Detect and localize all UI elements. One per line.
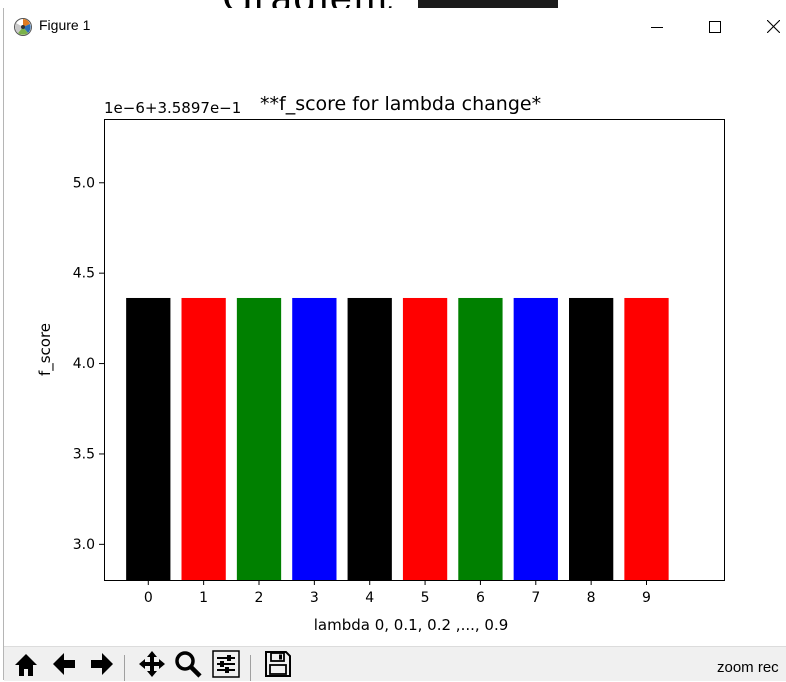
- toolbar-status-message: zoom rec: [717, 659, 779, 676]
- back-arrow-icon: [51, 651, 77, 681]
- bar-3: [292, 297, 337, 580]
- y-ticks: 3.0 3.5 4.0 4.5 5.0: [73, 175, 104, 553]
- background-window-strip: Gradient: [0, 0, 786, 8]
- save-icon: [264, 650, 292, 682]
- background-dark-panel: [418, 0, 558, 8]
- bar-9: [624, 297, 669, 580]
- y-offset-label: 1e−6+3.5897e−1: [104, 99, 241, 117]
- toolbar-separator: [124, 655, 125, 681]
- y-tick-label: 4.0: [73, 356, 95, 372]
- y-axis-label: f_score: [36, 323, 55, 376]
- chart-title: **f_score for lambda change*: [260, 93, 541, 115]
- minimize-icon: [651, 18, 663, 37]
- save-button[interactable]: [262, 651, 294, 681]
- x-tick-label: 9: [642, 590, 651, 606]
- x-tick-label: 0: [144, 590, 153, 606]
- home-button[interactable]: [10, 651, 42, 681]
- axes-frame: [104, 119, 725, 581]
- toolbar-separator: [250, 655, 251, 681]
- title-bar[interactable]: Figure 1: [4, 8, 786, 46]
- close-button[interactable]: [744, 8, 786, 46]
- pan-button[interactable]: [136, 651, 168, 681]
- x-tick-label: 1: [199, 590, 208, 606]
- close-icon: [766, 18, 780, 37]
- bar-8: [569, 297, 614, 580]
- x-axis-label: lambda 0, 0.1, 0.2 ,..., 0.9: [314, 616, 509, 634]
- background-heading: Gradient: [222, 0, 392, 8]
- x-tick-label: 2: [255, 590, 264, 606]
- back-button[interactable]: [48, 651, 80, 681]
- forward-button[interactable]: [86, 651, 118, 681]
- zoom-icon: [174, 650, 202, 682]
- bars-group: [126, 297, 669, 580]
- bar-5: [402, 297, 448, 580]
- bar-4: [347, 297, 392, 580]
- y-tick-label: 3.5: [73, 446, 95, 462]
- x-tick-label: 4: [365, 590, 374, 606]
- pan-icon: [138, 650, 166, 682]
- x-tick-label: 5: [421, 590, 430, 606]
- home-icon: [13, 651, 39, 681]
- bar-chart: 3.0 3.5 4.0 4.5 5.0 0 1 2 3 4 5 6 7 8 9 1e−6+3.5897e−…: [36, 93, 725, 634]
- bar-1: [181, 297, 226, 580]
- x-tick-label: 3: [310, 590, 319, 606]
- forward-arrow-icon: [89, 651, 115, 681]
- bar-0: [126, 297, 171, 580]
- y-tick-label: 4.5: [73, 266, 95, 282]
- y-tick-label: 3.0: [73, 537, 95, 553]
- bar-2: [236, 297, 282, 580]
- figure-canvas[interactable]: 3.0 3.5 4.0 4.5 5.0 0 1 2 3 4 5 6 7 8 9 1e−6+3.5897e−…: [4, 46, 786, 646]
- window-title: Figure 1: [39, 17, 91, 33]
- maximize-icon: [709, 18, 721, 37]
- x-ticks: 0 1 2 3 4 5 6 7 8 9: [144, 580, 651, 606]
- zoom-button[interactable]: [172, 651, 204, 681]
- x-tick-label: 8: [587, 590, 596, 606]
- figure-window: Figure 1 3.0 3.5 4.0 4.5 5.0 0 1 2 3 4 5 6 7 8 9 1e−6…: [3, 8, 786, 681]
- y-tick-label: 5.0: [73, 175, 95, 191]
- subplots-button[interactable]: [210, 650, 242, 682]
- x-tick-label: 7: [531, 590, 540, 606]
- bar-7: [513, 297, 558, 580]
- maximize-button[interactable]: [686, 8, 744, 46]
- matplotlib-logo-icon: [13, 17, 33, 37]
- subplots-icon: [212, 650, 240, 682]
- minimize-button[interactable]: [628, 8, 686, 46]
- navigation-toolbar: zoom rec: [4, 646, 786, 681]
- x-tick-label: 6: [476, 590, 485, 606]
- bar-6: [458, 297, 503, 580]
